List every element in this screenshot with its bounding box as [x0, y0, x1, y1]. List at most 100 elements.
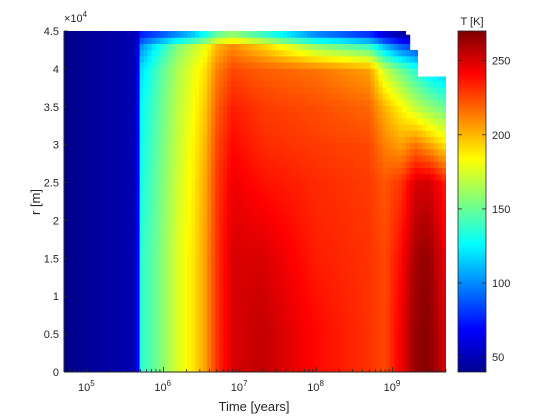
heatmap-cell: [191, 260, 196, 268]
heatmap-cell: [95, 86, 101, 94]
heatmap-cell: [318, 322, 324, 330]
heatmap-cell: [346, 43, 352, 51]
heatmap-cell: [203, 167, 208, 175]
heatmap-cell: [195, 43, 200, 51]
heatmap-cell: [64, 334, 69, 342]
heatmap-cell: [330, 210, 336, 218]
heatmap-cell: [191, 341, 196, 348]
heatmap-cell: [167, 105, 173, 113]
heatmap-cell: [282, 279, 288, 286]
heatmap-cell: [294, 55, 300, 63]
heatmap-cell: [422, 229, 427, 237]
heatmap-cell: [187, 49, 192, 57]
heatmap-cell: [247, 86, 252, 94]
heatmap-cell: [163, 86, 169, 94]
heatmap-cell: [286, 303, 292, 311]
heatmap-cell: [314, 173, 320, 181]
heatmap-cell: [286, 235, 292, 243]
heatmap-cell: [270, 68, 276, 75]
heatmap-cell: [99, 328, 105, 336]
heatmap-cell: [274, 167, 280, 175]
heatmap-cell: [99, 155, 105, 162]
heatmap-cell: [215, 353, 220, 361]
heatmap-cell: [258, 186, 264, 193]
heatmap-cell: [95, 117, 101, 125]
heatmap-cell: [107, 192, 113, 199]
heatmap-cell: [239, 322, 244, 330]
heatmap-cell: [223, 68, 228, 75]
heatmap-cell: [386, 322, 391, 330]
heatmap-cell: [239, 55, 244, 63]
heatmap-cell: [135, 179, 141, 187]
heatmap-cell: [262, 260, 268, 268]
heatmap-cell: [199, 223, 204, 230]
heatmap-cell: [243, 111, 248, 119]
heatmap-cell: [342, 223, 348, 230]
heatmap-cell: [302, 86, 308, 94]
heatmap-cell: [294, 111, 300, 119]
heatmap-cell: [406, 204, 411, 212]
heatmap-cell: [290, 266, 296, 274]
heatmap-cell: [107, 266, 113, 274]
heatmap-cell: [175, 167, 180, 175]
heatmap-cell: [251, 173, 256, 181]
heatmap-cell: [171, 37, 177, 44]
heatmap-cell: [215, 86, 220, 94]
heatmap-cell: [159, 334, 165, 342]
heatmap-cell: [99, 204, 105, 212]
heatmap-cell: [143, 55, 149, 63]
heatmap-cell: [386, 49, 391, 57]
heatmap-cell: [298, 310, 304, 317]
heatmap-cell: [199, 260, 204, 268]
heatmap-cell: [418, 105, 423, 113]
heatmap-cell: [167, 297, 173, 305]
heatmap-cell: [398, 37, 403, 44]
heatmap-cell: [378, 99, 383, 106]
heatmap-cell: [314, 260, 320, 268]
heatmap-cell: [418, 142, 423, 150]
heatmap-cell: [119, 266, 125, 274]
heatmap-cell: [278, 117, 284, 125]
heatmap-cell: [378, 86, 383, 94]
heatmap-cell: [274, 303, 280, 311]
heatmap-cell: [298, 316, 304, 323]
heatmap-cell: [231, 341, 236, 348]
heatmap-cell: [179, 365, 184, 372]
heatmap-cell: [151, 297, 157, 305]
heatmap-cell: [199, 341, 204, 348]
heatmap-cell: [366, 266, 371, 274]
heatmap-cell: [258, 117, 264, 125]
heatmap-cell: [87, 365, 93, 372]
heatmap-cell: [135, 55, 141, 63]
heatmap-cell: [290, 80, 296, 88]
heatmap-cell: [310, 260, 316, 268]
heatmap-cell: [107, 93, 113, 100]
heatmap-cell: [115, 217, 121, 224]
heatmap-cell: [270, 322, 276, 330]
heatmap-cell: [342, 347, 348, 354]
heatmap-cell: [366, 93, 371, 100]
heatmap-cell: [131, 328, 137, 336]
heatmap-cell: [262, 62, 268, 69]
heatmap-cell: [410, 266, 415, 274]
heatmap-cell: [262, 303, 268, 311]
heatmap-cell: [151, 142, 157, 150]
heatmap-cell: [127, 359, 133, 367]
heatmap-cell: [223, 241, 228, 249]
heatmap-cell: [159, 235, 165, 243]
heatmap-cell: [294, 62, 300, 69]
heatmap-cell: [239, 49, 244, 57]
heatmap-cell: [67, 111, 73, 119]
heatmap-cell: [187, 186, 192, 193]
heatmap-cell: [235, 204, 240, 212]
heatmap-cell: [342, 55, 348, 63]
heatmap-cell: [398, 148, 403, 156]
heatmap-cell: [147, 155, 153, 162]
heatmap-cell: [151, 316, 157, 323]
heatmap-cell: [187, 179, 192, 187]
heatmap-cell: [394, 68, 399, 75]
heatmap-cell: [103, 161, 109, 168]
heatmap-cell: [342, 328, 348, 336]
heatmap-cell: [286, 279, 292, 286]
heatmap-cell: [370, 117, 375, 125]
